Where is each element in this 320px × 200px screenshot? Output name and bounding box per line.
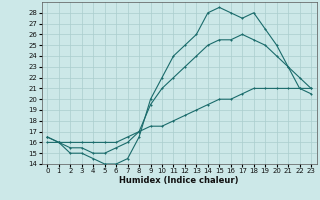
- X-axis label: Humidex (Indice chaleur): Humidex (Indice chaleur): [119, 176, 239, 185]
